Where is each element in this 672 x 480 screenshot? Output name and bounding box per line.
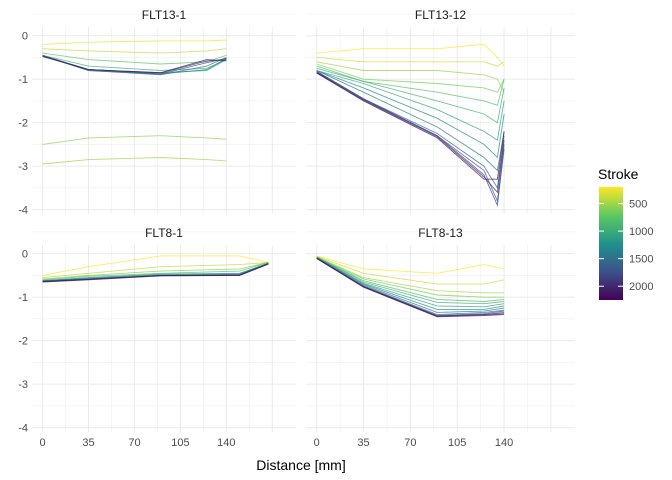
series-line	[316, 70, 505, 172]
facet-panel: FLT8-13 0 35 70 105 140	[306, 226, 575, 449]
series-line	[42, 135, 227, 145]
legend-tick-label: 500	[629, 199, 647, 211]
series-line	[316, 255, 505, 274]
series-line	[42, 261, 269, 279]
facet-panel: FLT13-1 0 -1 -2 -3 -4	[18, 8, 296, 217]
y-tick-label: -1	[18, 74, 28, 86]
series-line	[316, 56, 505, 67]
series-line	[316, 256, 505, 294]
series-line	[316, 256, 505, 298]
x-tick-label: 35	[357, 437, 369, 449]
series-line	[42, 261, 269, 280]
facet-panel: FLT8-1 0 -1 -2 -3 -4 0 35 70 105 140	[18, 226, 296, 449]
series-lines	[42, 255, 269, 283]
x-tick-label: 0	[40, 437, 46, 449]
y-tick-label: -4	[18, 423, 28, 435]
y-tick-label: 0	[22, 249, 28, 261]
y-tick-label: 0	[22, 31, 28, 43]
series-line	[316, 72, 505, 180]
series-line	[316, 256, 505, 302]
series-line	[42, 39, 227, 45]
series-line	[316, 67, 505, 124]
series-line	[316, 255, 505, 285]
series-line	[316, 61, 505, 93]
series-lines	[316, 255, 505, 318]
series-line	[316, 72, 505, 194]
series-line	[42, 56, 227, 74]
series-line	[316, 258, 505, 318]
legend-title: Stroke	[598, 166, 639, 182]
stroke-legend: Stroke 500 1000 1500 2000	[598, 166, 653, 300]
legend-tick-label: 2000	[629, 281, 653, 293]
x-tick-label: 105	[171, 437, 189, 449]
series-line	[316, 257, 505, 308]
series-line	[42, 263, 269, 283]
series-line	[316, 63, 505, 93]
x-tick-label: 35	[82, 437, 94, 449]
facet-title: FLT8-13	[418, 226, 463, 240]
legend-ticks: 500 1000 1500 2000	[599, 199, 653, 293]
series-line	[42, 255, 269, 276]
y-tick-label: -4	[18, 205, 28, 217]
series-line	[316, 257, 505, 310]
gridlines	[32, 231, 296, 432]
x-tick-label: 70	[128, 437, 140, 449]
facet-title: FLT8-1	[145, 226, 183, 240]
series-line	[316, 257, 505, 313]
series-line	[316, 71, 505, 203]
x-axis-title: Distance [mm]	[256, 457, 345, 473]
series-lines	[42, 39, 227, 165]
y-tick-label: -3	[18, 379, 28, 391]
series-line	[42, 262, 269, 282]
facet-title: FLT13-12	[415, 8, 466, 22]
series-line	[42, 157, 227, 165]
legend-tick-label: 1500	[629, 254, 653, 266]
series-line	[316, 43, 505, 67]
gridlines	[306, 13, 575, 214]
x-tick-label: 105	[448, 437, 466, 449]
series-line	[316, 70, 505, 159]
legend-colorbar	[599, 187, 623, 300]
series-line	[316, 70, 505, 141]
facet-panels: FLT13-1 0 -1 -2 -3 -4 FLT13-12 FLT8-1 0 -1 -2 -3 -4 0…	[18, 8, 575, 449]
x-tick-label: 140	[495, 437, 513, 449]
facet-panel: FLT13-12	[306, 8, 575, 214]
gridlines	[32, 13, 296, 214]
x-tick-label: 0	[314, 437, 320, 449]
series-line	[42, 261, 269, 281]
y-tick-label: -1	[18, 292, 28, 304]
gridlines	[306, 231, 575, 432]
facet-title: FLT13-1	[142, 8, 187, 22]
series-line	[316, 256, 505, 305]
y-tick-label: -2	[18, 118, 28, 130]
y-tick-label: -2	[18, 336, 28, 348]
legend-tick-label: 1000	[629, 226, 653, 238]
x-tick-label: 70	[404, 437, 416, 449]
series-line	[42, 48, 227, 54]
x-tick-label: 140	[217, 437, 235, 449]
series-lines	[316, 43, 505, 207]
series-line	[42, 262, 269, 282]
y-tick-label: -3	[18, 161, 28, 173]
